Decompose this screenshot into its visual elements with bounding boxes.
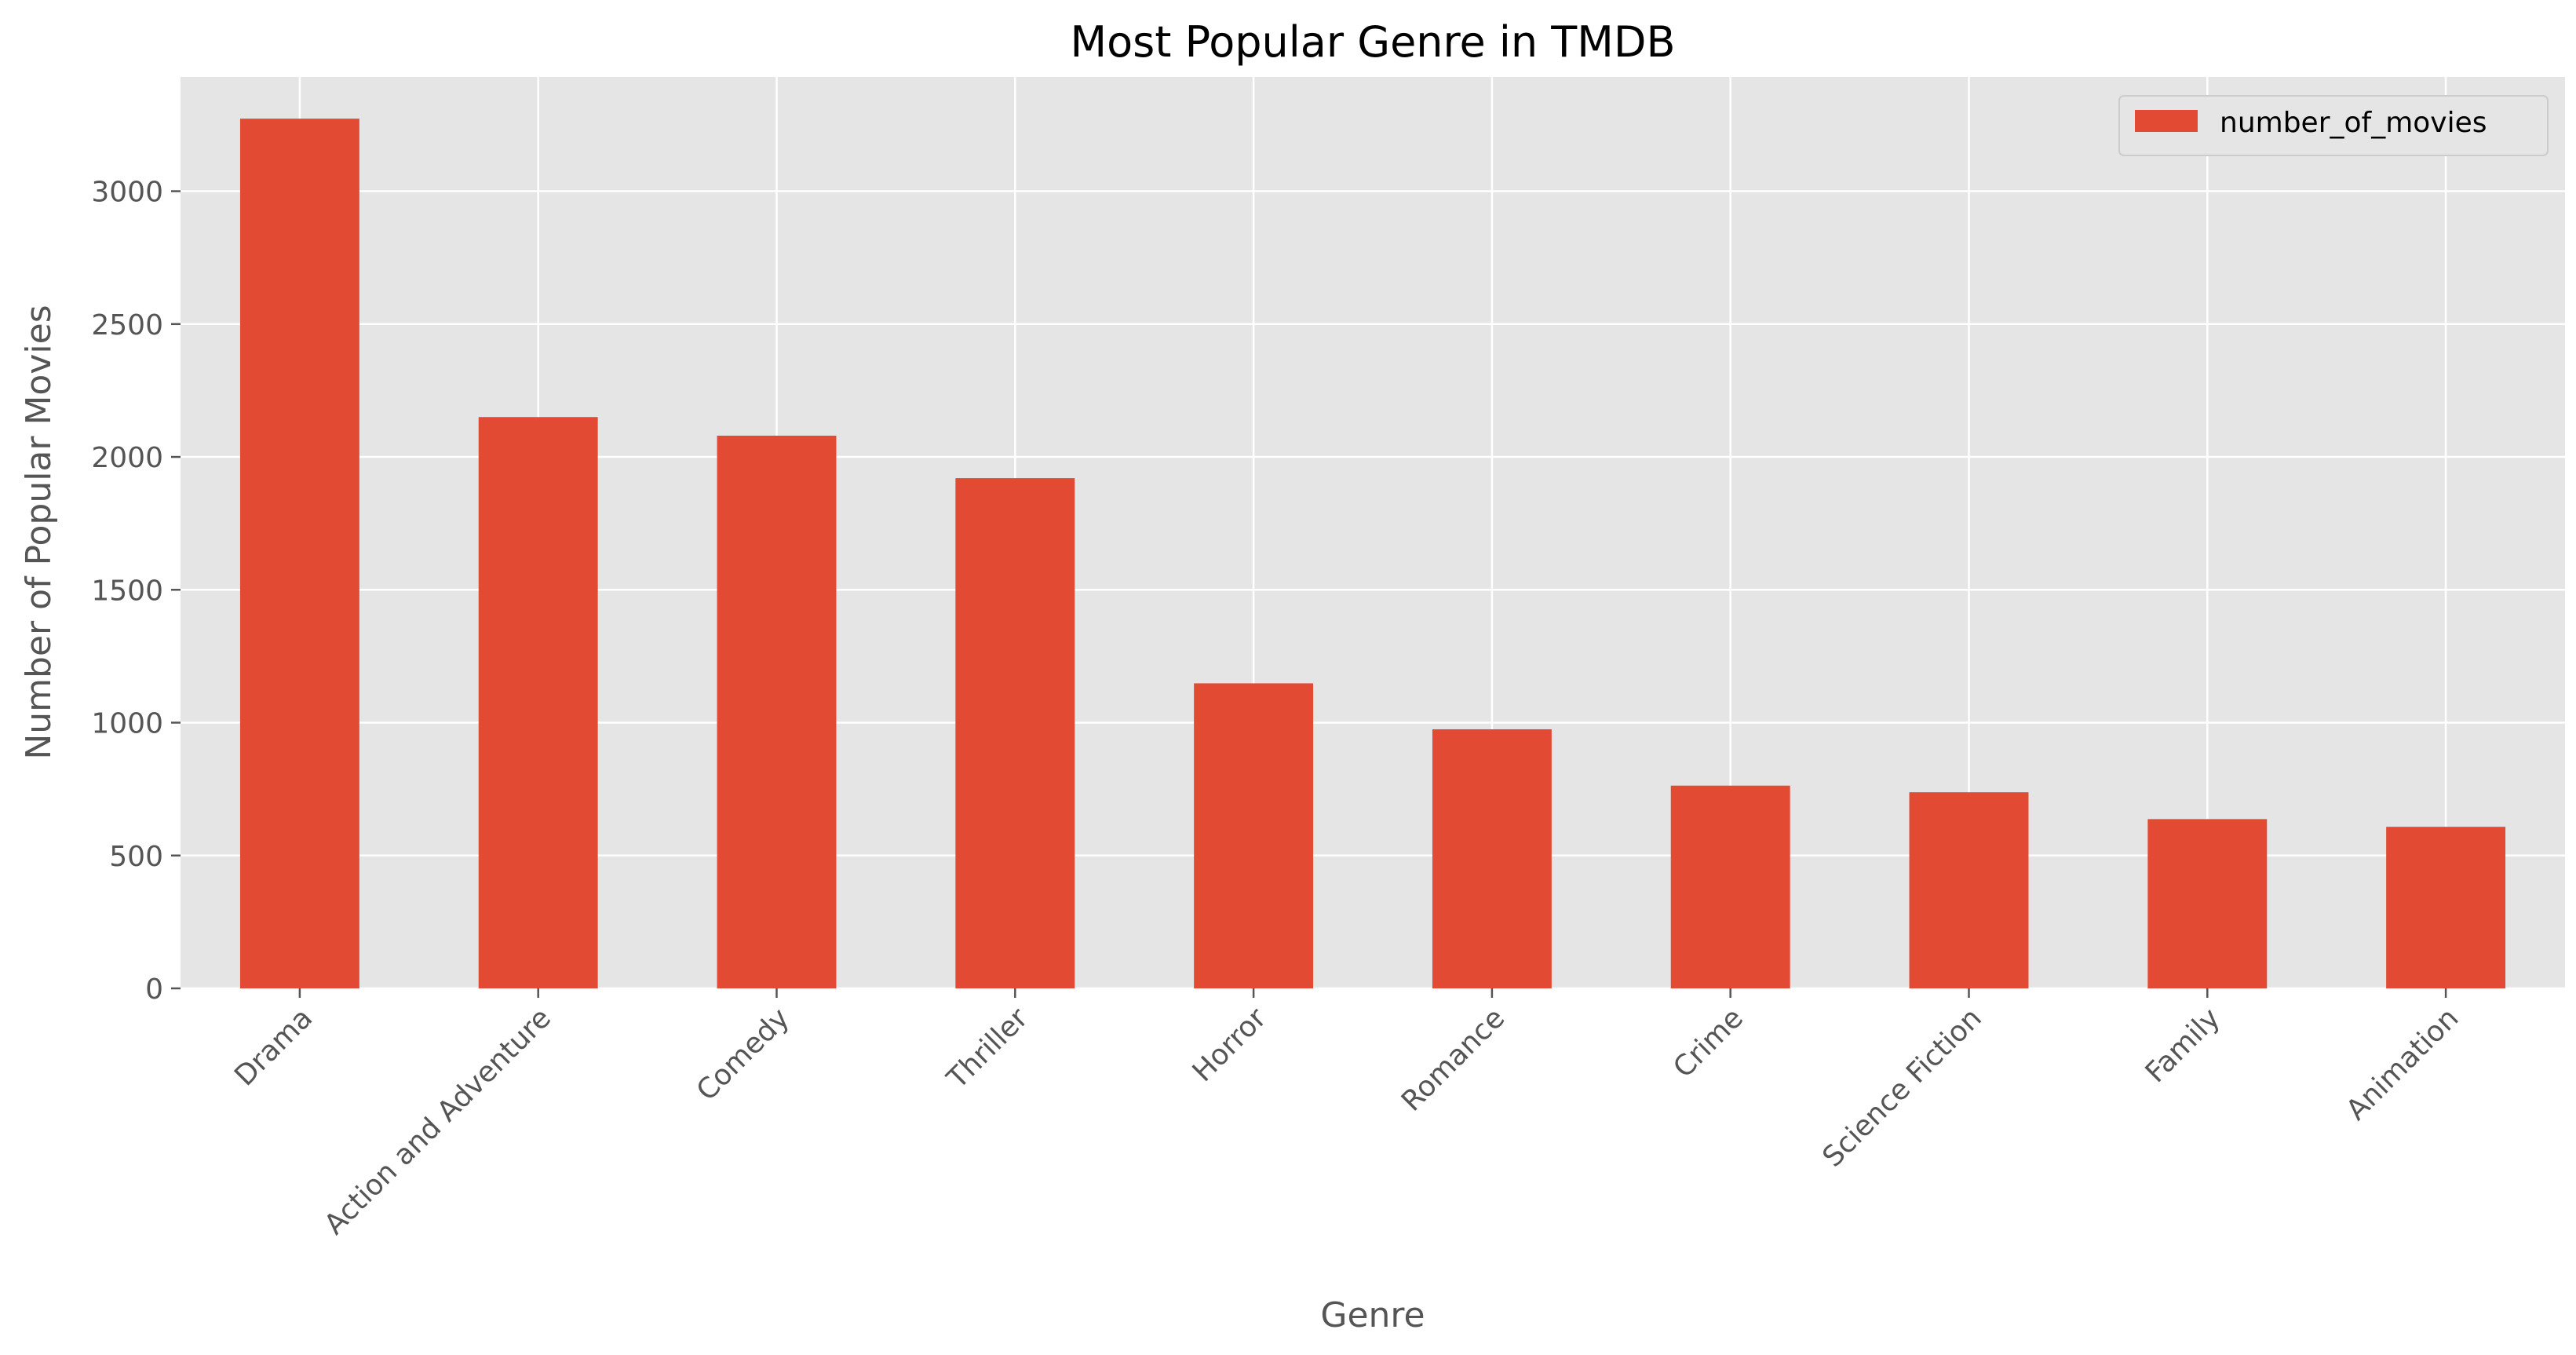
- bar-0: [239, 119, 359, 989]
- x-tick-label: Crime: [1667, 1002, 1750, 1084]
- x-tick-label: Comedy: [691, 1002, 796, 1107]
- bar-2: [717, 435, 837, 988]
- x-tick-label: Science Fiction: [1816, 1002, 1987, 1173]
- x-axis-ticks: Drama Action and Adventure Comedy Thriller H…: [228, 988, 2465, 1241]
- bar-8: [2147, 819, 2268, 988]
- x-axis-label: Genre: [1320, 1295, 1425, 1335]
- x-tick-label: Animation: [2341, 1002, 2465, 1127]
- y-tick-label: 2500: [91, 309, 163, 341]
- bar-4: [1194, 683, 1314, 988]
- bar-6: [1670, 785, 1790, 988]
- legend-box: [2118, 95, 2549, 156]
- bar-7: [1909, 792, 2029, 988]
- x-tick-label: Drama: [228, 1002, 319, 1092]
- legend-swatch: [2135, 110, 2198, 132]
- x-tick-label: Romance: [1396, 1002, 1511, 1117]
- y-axis-label: Number of Popular Movies: [19, 305, 59, 759]
- x-tick-label: Thriller: [940, 1002, 1034, 1095]
- y-tick-label: 0: [145, 973, 163, 1006]
- legend-label: number_of_movies: [2220, 107, 2487, 139]
- bar-5: [1432, 729, 1552, 988]
- y-tick-label: 3000: [91, 177, 163, 209]
- y-tick-label: 2000: [91, 442, 163, 474]
- bar-1: [478, 417, 598, 988]
- y-axis-ticks: 0 500 1000 1500 2000 2500 3000: [91, 177, 181, 1006]
- x-tick-label: Family: [2140, 1002, 2227, 1089]
- bars: [239, 119, 2506, 989]
- x-tick-label: Horror: [1187, 1002, 1273, 1088]
- chart-title: Most Popular Genre in TMDB: [1070, 17, 1675, 67]
- legend: number_of_movies: [2118, 95, 2549, 156]
- y-tick-label: 1500: [91, 575, 163, 607]
- bar-9: [2386, 827, 2506, 988]
- x-tick-label: Action and Adventure: [319, 1002, 557, 1240]
- y-tick-label: 1000: [91, 708, 163, 740]
- bar-3: [955, 478, 1075, 988]
- y-tick-label: 500: [109, 841, 163, 873]
